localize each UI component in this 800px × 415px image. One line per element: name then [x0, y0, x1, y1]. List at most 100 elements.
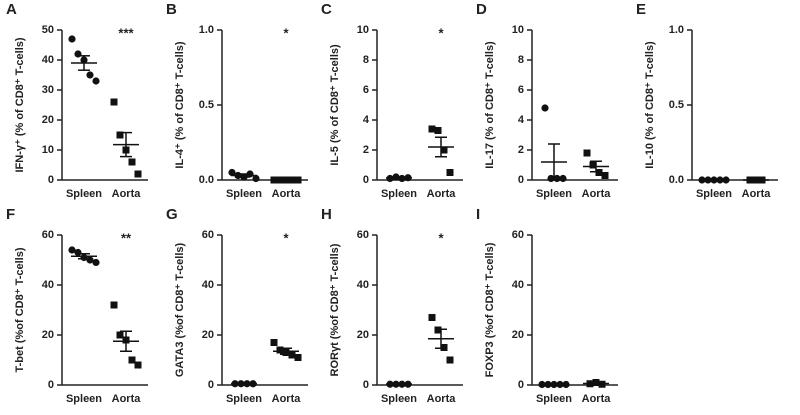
data-point — [68, 35, 76, 43]
data-point — [434, 127, 442, 134]
x-tick-label: Aorta — [742, 188, 772, 200]
data-point — [116, 331, 124, 339]
x-tick-label: Aorta — [272, 393, 302, 405]
y-tick-label: 6 — [363, 84, 369, 96]
data-point — [428, 314, 436, 321]
y-tick-label: 0.5 — [669, 99, 684, 111]
x-tick-label: Spleen — [226, 188, 262, 200]
y-tick-label: 20 — [357, 329, 369, 341]
data-point — [134, 170, 142, 178]
panel-letter: D — [476, 1, 487, 18]
data-point — [541, 104, 549, 112]
x-tick-label: Aorta — [582, 393, 612, 405]
y-axis-label: IFN-γ⁺ (% of CD8⁺ T-cells) — [14, 37, 26, 172]
data-point — [128, 158, 136, 166]
x-tick-label: Aorta — [427, 393, 457, 405]
y-tick-label: 0 — [363, 379, 369, 391]
y-tick-label: 0 — [518, 379, 524, 391]
data-point — [559, 174, 567, 183]
y-tick-label: 40 — [512, 279, 524, 291]
data-point — [128, 356, 136, 364]
y-tick-label: 20 — [42, 329, 54, 341]
y-tick-label: 60 — [512, 229, 524, 241]
x-tick-label: Aorta — [112, 393, 142, 405]
y-tick-label: 40 — [202, 279, 214, 291]
y-tick-label: 0 — [48, 379, 54, 391]
x-tick-label: Spleen — [66, 188, 102, 200]
y-tick-label: 40 — [42, 54, 54, 66]
y-tick-label: 2 — [518, 144, 524, 156]
panel-letter: C — [321, 1, 332, 18]
panel-letter: F — [6, 206, 15, 223]
panel-letter: E — [636, 1, 646, 18]
data-point — [74, 248, 82, 257]
data-point — [116, 131, 124, 139]
y-tick-label: 20 — [512, 329, 524, 341]
data-point — [92, 258, 100, 267]
data-point — [68, 246, 76, 254]
panel-letter: A — [6, 1, 17, 18]
y-tick-label: 10 — [512, 24, 524, 36]
y-tick-label: 8 — [518, 54, 524, 66]
y-tick-label: 40 — [357, 279, 369, 291]
y-tick-label: 10 — [357, 24, 369, 36]
data-point — [446, 169, 454, 176]
y-tick-label: 1.0 — [669, 24, 684, 36]
data-point — [134, 361, 142, 369]
data-point — [589, 161, 597, 169]
y-tick-label: 0 — [518, 174, 524, 186]
y-axis-label: T-bet (%of CD8⁺ T-cells) — [14, 247, 26, 372]
data-point — [228, 168, 236, 177]
data-point — [446, 356, 454, 364]
significance: * — [283, 25, 289, 40]
panel-letter: I — [476, 206, 480, 223]
x-tick-label: Spleen — [536, 393, 572, 405]
panel-letter: H — [321, 206, 332, 223]
y-axis-label: RORγt (%of CD8⁺ T-cells) — [329, 243, 341, 376]
y-tick-label: 4 — [363, 114, 370, 126]
x-tick-label: Spleen — [381, 188, 417, 200]
significance: ** — [121, 230, 132, 245]
data-point — [276, 346, 284, 354]
data-point — [428, 125, 436, 133]
data-point — [294, 354, 302, 361]
y-axis-label: GATA3 (%of CD8⁺ T-cells) — [174, 242, 186, 377]
y-tick-label: 30 — [42, 84, 54, 96]
data-point — [270, 339, 278, 346]
y-axis-label: FOXP3 (%of CD8⁺ T-cells) — [484, 242, 496, 377]
data-point — [92, 77, 100, 85]
y-tick-label: 60 — [202, 229, 214, 241]
y-tick-label: 20 — [202, 329, 214, 341]
panel-letter: G — [166, 206, 178, 223]
x-tick-label: Aorta — [427, 188, 457, 200]
x-tick-label: Aorta — [272, 188, 302, 200]
significance: * — [438, 25, 444, 40]
y-tick-label: 10 — [42, 144, 54, 156]
y-tick-label: 60 — [357, 229, 369, 241]
x-tick-label: Spleen — [381, 393, 417, 405]
significance: *** — [118, 25, 134, 40]
y-axis-label: IL-5 (% of CD8⁺ T-cells) — [329, 44, 341, 166]
x-tick-label: Spleen — [226, 393, 262, 405]
y-tick-label: 8 — [363, 54, 369, 66]
y-tick-label: 0.0 — [669, 174, 684, 186]
y-tick-label: 0.5 — [199, 99, 214, 111]
y-tick-label: 20 — [42, 114, 54, 126]
y-tick-label: 4 — [518, 114, 525, 126]
significance: * — [283, 230, 289, 245]
significance: * — [438, 230, 444, 245]
y-tick-label: 40 — [42, 279, 54, 291]
y-tick-label: 50 — [42, 24, 54, 36]
data-point — [440, 146, 448, 154]
data-point — [110, 301, 118, 309]
x-tick-label: Spleen — [536, 188, 572, 200]
y-tick-label: 6 — [518, 84, 524, 96]
y-tick-label: 2 — [363, 144, 369, 156]
data-point — [110, 98, 118, 106]
y-axis-label: IL-10 (% of CD8⁺ T-cells) — [644, 41, 656, 169]
panel-letter: B — [166, 1, 177, 18]
data-point — [583, 149, 591, 157]
y-tick-label: 0 — [208, 379, 214, 391]
y-tick-label: 1.0 — [199, 24, 214, 36]
